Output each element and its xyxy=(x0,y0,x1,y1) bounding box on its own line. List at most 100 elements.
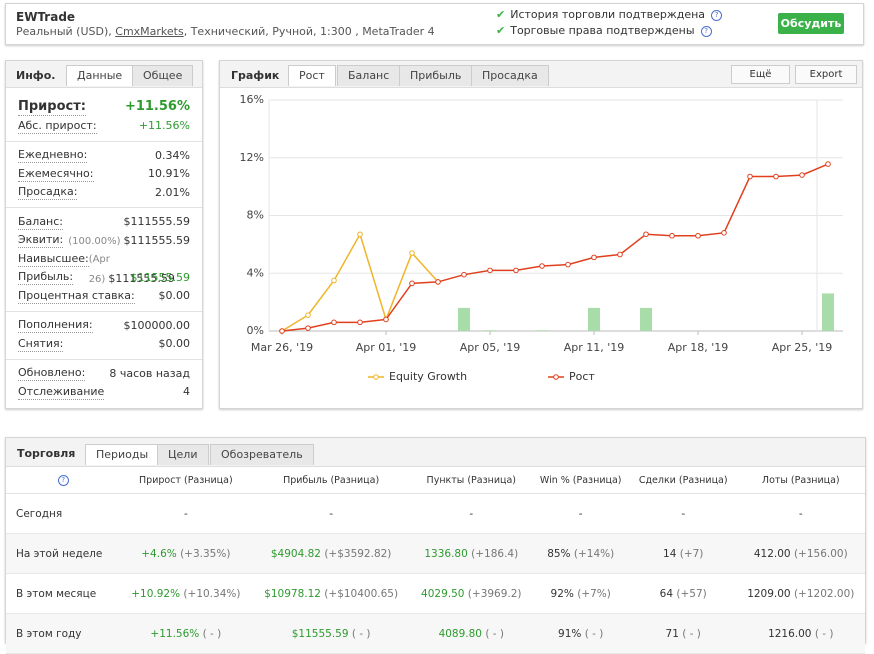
cell: 1336.80 (+186.4) xyxy=(411,533,532,574)
account-title: EWTrade xyxy=(16,10,76,24)
help-icon[interactable]: ? xyxy=(700,25,712,37)
tab[interactable]: Данные xyxy=(66,65,134,86)
cell-value: +10.92% xyxy=(131,587,181,600)
table-row: В этом году +11.56% ( - ) $11555.59 ( - ) 4… xyxy=(6,613,865,654)
help-icon[interactable]: ? xyxy=(711,9,723,21)
column-header: Пункты (Разница) xyxy=(411,467,532,494)
legend-marker xyxy=(373,374,379,380)
legend-label: Equity Growth xyxy=(389,370,467,383)
info-label: Эквити: xyxy=(18,233,64,249)
info-label: Обновлено: xyxy=(18,366,86,382)
tab[interactable]: Рост xyxy=(288,65,336,86)
info-value: $0.00 xyxy=(159,287,191,306)
column-header: Win % (Разница) xyxy=(531,467,630,494)
info-value-text: 8 часов назад xyxy=(109,366,190,380)
info-note: (100.00%) xyxy=(68,235,121,247)
cell-value: 1209.00 xyxy=(747,587,791,600)
cell-value: - xyxy=(469,507,474,520)
column-header: Прибыль (Разница) xyxy=(251,467,412,494)
export-button[interactable]: Export xyxy=(795,65,857,84)
cell-diff: (+10.34%) xyxy=(183,587,241,600)
table-row: Сегодня - - - - - - xyxy=(6,493,865,534)
info-row: Обновлено: 8 часов назад xyxy=(6,365,202,384)
check-icon: ✔ xyxy=(496,24,506,37)
x-tick-label: Apr 18, '19 xyxy=(668,341,729,354)
point xyxy=(825,161,831,167)
row-label: Сегодня xyxy=(6,493,121,534)
point xyxy=(383,316,389,323)
info-label: Отслеживание xyxy=(18,384,105,400)
help-icon[interactable]: ? xyxy=(57,475,69,486)
point xyxy=(799,172,805,178)
tab[interactable]: Общее xyxy=(132,65,194,86)
verified-item: ✔ Торговые права подтверждены? xyxy=(496,23,722,39)
cell: +10.92% (+10.34%) xyxy=(120,573,252,614)
more-button[interactable]: Ещё xyxy=(731,65,790,84)
info-row: Ежемесячно: 10.91% xyxy=(6,165,202,184)
cell-value: - xyxy=(183,507,188,520)
cell: 85% (+14%) xyxy=(531,533,630,574)
cell-value: - xyxy=(329,507,334,520)
tab[interactable]: Баланс xyxy=(337,65,401,86)
point xyxy=(331,319,337,326)
broker-link[interactable]: CmxMarkets xyxy=(115,25,184,38)
trading-panel: Торговля ? Прирост (Разница) Прибыль (Разн… xyxy=(5,437,866,654)
tab[interactable]: Цели xyxy=(157,444,209,465)
point xyxy=(565,261,571,268)
discuss-button[interactable]: Обсудить xyxy=(778,13,844,34)
info-label: Ежемесячно: xyxy=(18,166,94,182)
info-value: 0.34% xyxy=(155,147,190,166)
verified-text: Торговые права подтверждены xyxy=(510,24,695,37)
verified-item: ✔ История торговли подтверждена? xyxy=(496,7,723,23)
tab[interactable]: Просадка xyxy=(471,65,549,86)
cell: - xyxy=(120,493,252,534)
cell-value: 91% xyxy=(558,627,582,640)
bar xyxy=(458,307,470,331)
info-row: Прирост: +11.56% xyxy=(6,96,202,117)
info-value: (100.00%) $111555.59 xyxy=(68,232,190,251)
point xyxy=(487,267,493,274)
cell: $4904.82 (+$3592.82) xyxy=(251,533,412,574)
cell-value: $11555.59 xyxy=(291,627,349,640)
info-label: Абс. прирост: xyxy=(18,118,97,134)
cell-value: 412.00 xyxy=(753,547,791,560)
tab[interactable]: Обозреватель xyxy=(210,444,314,465)
x-tick-label: Apr 11, '19 xyxy=(564,341,625,354)
cell: - xyxy=(251,493,412,534)
point xyxy=(539,263,545,269)
table-row: На этой неделе +4.6% (+3.35%) $4904.82 (+$… xyxy=(6,533,865,574)
info-value: $0.00 xyxy=(159,335,191,354)
periods-table: ? Прирост (Разница) Прибыль (Разница) Пункт… xyxy=(6,467,865,654)
y-tick-label: 16% xyxy=(240,93,264,106)
info-row: Наивысшее: (Apr 26) $111555.59 xyxy=(6,250,202,285)
cell-diff: (+7%) xyxy=(577,587,611,600)
info-row: Отслеживание 4 xyxy=(6,383,202,402)
header: EWTrade Реальный (USD), CmxMarkets, Техн… xyxy=(5,3,864,45)
y-tick-label: 12% xyxy=(240,151,264,164)
cell: 412.00 (+156.00) xyxy=(736,533,865,574)
point xyxy=(669,232,675,239)
info-note: (Apr 26) xyxy=(88,254,110,285)
cell: 71 ( - ) xyxy=(629,613,737,654)
cell-value: 64 xyxy=(659,587,674,600)
point xyxy=(695,232,701,239)
cell: - xyxy=(411,493,532,534)
point xyxy=(305,325,311,331)
check-icon: ✔ xyxy=(496,8,506,21)
info-value-text: $111555.59 xyxy=(123,215,190,228)
cell-diff: ( - ) xyxy=(682,627,701,640)
cell-value: $4904.82 xyxy=(270,547,321,560)
cell-diff: (+7) xyxy=(679,547,704,560)
cell: 1209.00 (+1202.00) xyxy=(736,573,865,614)
cell-diff: ( - ) xyxy=(814,627,834,640)
point xyxy=(747,173,753,180)
tab[interactable]: Периоды xyxy=(85,444,160,465)
info-body: Прирост: +11.56% Абс. прирост: +11.56% Ежедн… xyxy=(6,91,202,407)
cell-diff: (+$3592.82) xyxy=(324,547,392,560)
info-panel: Инфо. Прирост: +11.56% Абс. прирост: +11.56… xyxy=(5,60,203,409)
cell-value: - xyxy=(578,507,583,520)
bar xyxy=(536,330,548,331)
help-header: ? xyxy=(6,467,121,494)
tab[interactable]: Прибыль xyxy=(399,65,473,86)
